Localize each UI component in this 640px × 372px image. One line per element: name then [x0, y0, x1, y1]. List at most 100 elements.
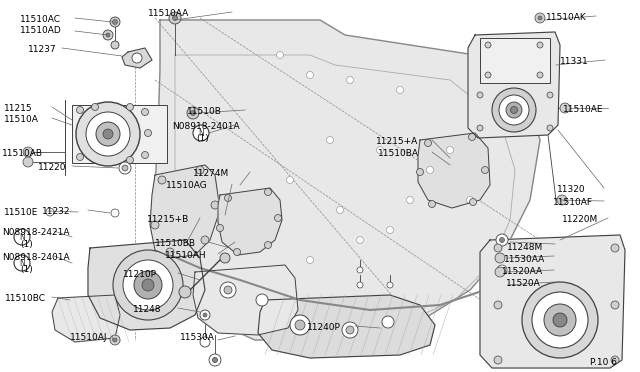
Text: N08918-2421A: N08918-2421A	[2, 228, 70, 237]
Circle shape	[477, 92, 483, 98]
Circle shape	[142, 279, 154, 291]
Circle shape	[122, 165, 128, 171]
Circle shape	[127, 103, 134, 110]
Text: 11510AH: 11510AH	[165, 251, 207, 260]
Circle shape	[187, 107, 199, 119]
Circle shape	[264, 189, 271, 196]
Circle shape	[111, 41, 119, 49]
Circle shape	[196, 166, 204, 174]
Circle shape	[477, 125, 483, 131]
Polygon shape	[52, 295, 120, 342]
Circle shape	[113, 19, 118, 25]
Circle shape	[544, 304, 576, 336]
Circle shape	[200, 337, 210, 347]
Text: N08918-2401A: N08918-2401A	[2, 253, 70, 262]
Text: N: N	[19, 232, 25, 241]
Circle shape	[494, 301, 502, 309]
Text: 11232: 11232	[42, 207, 70, 216]
Circle shape	[212, 357, 218, 362]
Circle shape	[169, 12, 181, 24]
Circle shape	[492, 88, 536, 132]
Circle shape	[357, 282, 363, 288]
Circle shape	[201, 236, 209, 244]
Circle shape	[110, 335, 120, 345]
Circle shape	[560, 103, 570, 113]
Text: N08918-2401A: N08918-2401A	[172, 122, 239, 131]
Circle shape	[166, 248, 174, 256]
Circle shape	[356, 237, 364, 244]
Text: 11215+A: 11215+A	[376, 137, 419, 146]
Circle shape	[211, 201, 219, 209]
Polygon shape	[193, 265, 298, 335]
Circle shape	[611, 356, 619, 364]
Polygon shape	[418, 133, 490, 208]
Circle shape	[376, 147, 383, 154]
Text: 11520A: 11520A	[506, 279, 541, 288]
Circle shape	[424, 140, 431, 147]
Circle shape	[264, 241, 271, 248]
Polygon shape	[258, 295, 435, 358]
Circle shape	[103, 30, 113, 40]
Circle shape	[111, 209, 119, 217]
Circle shape	[234, 248, 241, 256]
Circle shape	[145, 129, 152, 137]
Circle shape	[537, 72, 543, 78]
Polygon shape	[150, 165, 220, 258]
Circle shape	[141, 151, 148, 158]
Circle shape	[547, 125, 553, 131]
Circle shape	[77, 154, 83, 160]
Circle shape	[497, 265, 507, 275]
Text: 11520AA: 11520AA	[502, 267, 543, 276]
Circle shape	[397, 87, 403, 93]
Circle shape	[494, 356, 502, 364]
Circle shape	[23, 157, 33, 167]
Circle shape	[92, 103, 99, 110]
Circle shape	[14, 229, 30, 245]
Circle shape	[141, 109, 148, 115]
Circle shape	[76, 102, 140, 166]
Circle shape	[191, 110, 195, 115]
Circle shape	[485, 72, 491, 78]
Circle shape	[203, 313, 207, 317]
Circle shape	[481, 167, 488, 173]
Circle shape	[387, 227, 394, 234]
Circle shape	[256, 294, 268, 306]
Circle shape	[522, 282, 598, 358]
Circle shape	[119, 162, 131, 174]
Text: 11320: 11320	[557, 185, 586, 194]
Circle shape	[557, 195, 567, 205]
Text: 11510BC: 11510BC	[5, 294, 46, 303]
Text: 11510AE: 11510AE	[563, 105, 604, 114]
Text: 11510AA: 11510AA	[148, 9, 189, 18]
Text: N: N	[19, 259, 25, 267]
Circle shape	[506, 102, 522, 118]
Text: 11530A: 11530A	[180, 333, 215, 342]
Circle shape	[494, 244, 502, 252]
Text: P.10 6: P.10 6	[590, 358, 617, 367]
Text: N: N	[198, 128, 204, 138]
Circle shape	[127, 157, 134, 164]
Circle shape	[346, 326, 354, 334]
Text: (1): (1)	[20, 240, 33, 249]
Circle shape	[511, 106, 518, 113]
Circle shape	[96, 122, 120, 146]
Circle shape	[532, 292, 588, 348]
Circle shape	[113, 338, 117, 342]
Circle shape	[495, 267, 505, 277]
Polygon shape	[468, 32, 560, 138]
Text: 11510AK: 11510AK	[546, 13, 587, 22]
Circle shape	[193, 125, 209, 141]
Circle shape	[611, 301, 619, 309]
Text: 11240P: 11240P	[307, 323, 341, 332]
Circle shape	[467, 196, 474, 203]
Circle shape	[307, 257, 314, 263]
Bar	[480, 38, 550, 83]
Circle shape	[173, 16, 177, 20]
Circle shape	[287, 176, 294, 183]
Circle shape	[77, 106, 83, 113]
Text: 11510BA: 11510BA	[378, 149, 419, 158]
Circle shape	[134, 271, 162, 299]
Circle shape	[307, 71, 314, 78]
Circle shape	[132, 53, 142, 63]
Circle shape	[468, 134, 476, 141]
